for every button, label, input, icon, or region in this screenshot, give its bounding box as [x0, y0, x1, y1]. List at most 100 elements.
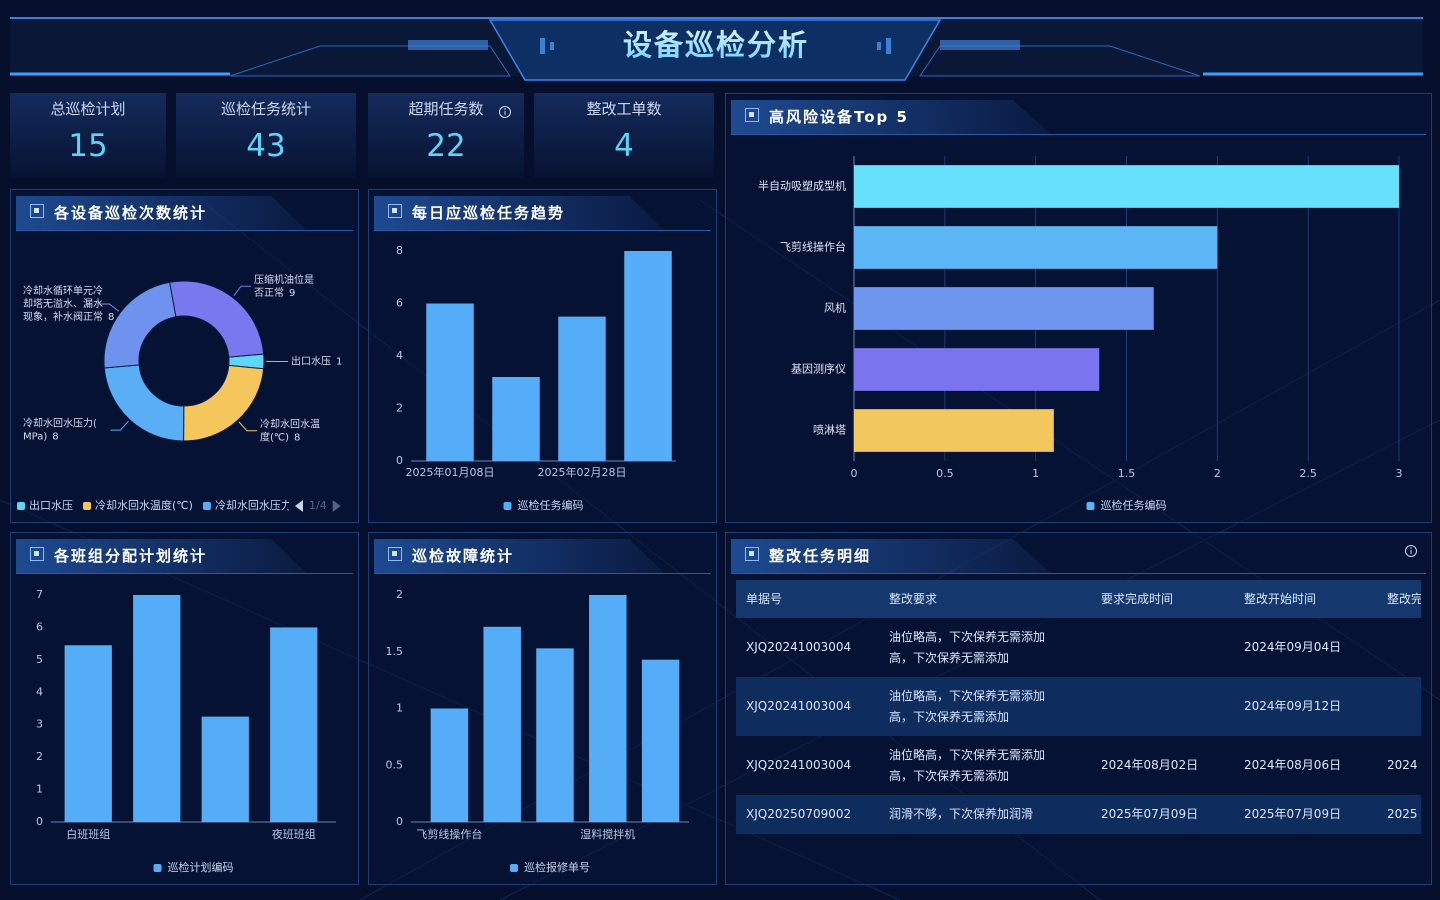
bar	[536, 648, 574, 822]
y-tick-label: 1	[396, 702, 403, 715]
table-cell: 2024年08月06日	[1244, 758, 1342, 772]
slice-label: 冷却水回水压力(MPa)	[23, 417, 97, 443]
column-header: 单据号	[746, 591, 783, 606]
slice-label: 出口水压	[291, 354, 331, 367]
panel-title: 整改任务明细	[769, 547, 872, 565]
x-tick-label: 3	[1396, 467, 1403, 480]
y-tick-label: 2	[396, 402, 403, 415]
info-icon[interactable]	[1404, 544, 1418, 558]
x-tick-label: 0.5	[936, 467, 954, 480]
bar	[641, 659, 680, 822]
table-cell: 2025年07月09日	[1101, 807, 1199, 821]
y-tick-label: 4	[396, 349, 403, 362]
table-cell: 2024年09月04日	[1244, 640, 1342, 654]
y-tick-label: 1.5	[386, 645, 404, 658]
stat-value: 4	[614, 128, 634, 164]
slice-label: 压缩机油位是否正常	[254, 273, 314, 299]
y-tick-label: 1	[36, 783, 43, 796]
panel-title: 各班组分配计划统计	[54, 547, 208, 565]
stat-card: 总巡检计划 15	[10, 93, 166, 178]
bar	[558, 316, 606, 461]
y-tick-label: 8	[396, 244, 403, 257]
panel: 0 2 4 6 8 2025年01月08日 2025年02月28日 巡检任务编码 每日应巡检任…	[368, 189, 717, 523]
panel: 0 0.5 1 1.5 2 2.5 3 半自动吸塑成型机 飞剪线操作台 风机 基因测序仪 喷淋塔 巡检任…	[725, 93, 1432, 523]
table-row[interactable]: XJQ20250709002 润滑不够，下次保养加润滑 2025年07月09日 202…	[736, 795, 1421, 834]
x-tick-label: 2	[1214, 467, 1221, 480]
bar	[854, 226, 1218, 269]
bar	[270, 627, 318, 822]
bar	[624, 251, 672, 461]
bar	[854, 165, 1399, 208]
x-tick-label: 2025年02月28日	[538, 465, 627, 479]
x-tick-label: 白班班组	[66, 827, 110, 841]
y-tick-label: 0.5	[386, 758, 404, 771]
bar	[589, 595, 627, 822]
legend-swatch	[83, 502, 91, 510]
table-cell: 油位略高，下次保养无需添加高，下次保养无需添加	[889, 629, 1046, 665]
leader-line	[233, 285, 252, 297]
bar	[483, 626, 521, 822]
table-cell: 油位略高，下次保养无需添加高，下次保养无需添加	[889, 688, 1046, 724]
stat-card: 巡检任务统计 43	[176, 93, 356, 178]
table-cell: 2025年07月09日	[1244, 807, 1342, 821]
legend-label: 巡检任务编码	[518, 498, 584, 512]
info-icon[interactable]	[498, 105, 512, 119]
y-tick-label: 2	[36, 750, 43, 763]
stat-label: 巡检任务统计	[220, 100, 311, 118]
legend-prev[interactable]	[295, 500, 303, 512]
y-tick-label: 飞剪线操作台	[780, 240, 846, 254]
bar	[492, 377, 540, 461]
table-row[interactable]: XJQ20241003004 油位略高，下次保养无需添加高，下次保养无需添加 202…	[736, 677, 1421, 736]
y-tick-label: 7	[36, 588, 43, 601]
column-header: 整改开始时间	[1244, 591, 1317, 606]
y-tick-label: 半自动吸塑成型机	[758, 179, 846, 193]
slice-value: 8	[52, 432, 58, 443]
x-tick-label: 0	[851, 467, 858, 480]
chart: 0 0.5 1 1.5 2 2.5 3 半自动吸塑成型机飞剪线操作台风机基因测序仪喷淋塔巡检任…	[758, 156, 1403, 512]
x-tick-label: 湿料搅拌机	[580, 827, 635, 841]
y-tick-label: 0	[396, 454, 403, 467]
table-row[interactable]: XJQ20241003004 油位略高，下次保养无需添加高，下次保养无需添加 202…	[736, 736, 1421, 795]
panel-title: 各设备巡检次数统计	[54, 204, 208, 222]
bar	[426, 303, 474, 461]
stat-label: 整改工单数	[586, 100, 662, 118]
legend-swatch	[1086, 502, 1095, 510]
leader-line	[99, 303, 120, 312]
stat-value: 22	[426, 128, 466, 164]
bar	[854, 287, 1154, 330]
x-tick-label: 夜班班组	[272, 827, 316, 841]
legend-label: 巡检计划编码	[168, 860, 234, 874]
slice-label: 冷却水回水温度(℃)	[260, 417, 320, 443]
table-row[interactable]: XJQ20241003004 油位略高，下次保养无需添加高，下次保养无需添加 202…	[736, 618, 1421, 677]
table-cell: 润滑不够，下次保养加润滑	[889, 807, 1034, 821]
legend-page: 1/4	[309, 499, 327, 512]
leader-line	[110, 420, 129, 431]
legend-swatch	[153, 864, 162, 872]
table: 单据号 整改要求 要求完成时间 整改开始时间 整改完成时间 XJQ20241003004 油…	[736, 580, 1421, 840]
x-tick-label: 2025年01月08日	[406, 465, 495, 479]
legend-swatch	[510, 864, 518, 872]
slice-value: 1	[336, 356, 342, 367]
x-tick-label: 2.5	[1299, 467, 1317, 480]
y-tick-label: 6	[36, 620, 43, 633]
slice-value: 8	[294, 432, 300, 443]
leader-line	[238, 421, 257, 432]
legend-swatch	[202, 502, 211, 510]
donut-slice	[183, 364, 265, 442]
stat-card: 整改工单数 4	[534, 93, 714, 178]
panel-title: 每日应巡检任务趋势	[412, 204, 566, 222]
panel: 0 0.5 1 1.5 2 飞剪线操作台 湿料搅拌机 巡检报修单号 巡检故障统计	[368, 532, 717, 885]
legend-label: 冷却水回水压力(MPa)	[215, 499, 323, 512]
table-cell: 2024年09月12日	[1244, 699, 1342, 713]
table-cell: XJQ20250709002	[746, 807, 852, 821]
x-tick-label: 1.5	[1118, 467, 1136, 480]
y-tick-label: 基因测序仪	[791, 362, 846, 376]
legend-label: 巡检任务编码	[1101, 498, 1167, 512]
legend-next[interactable]	[332, 500, 341, 512]
y-tick-label: 喷淋塔	[813, 424, 846, 437]
panel: 出口水压 1 冷却水回水温度(℃) 8 冷却水回水压力(MPa) 8 冷却水循环单元冷却塔无…	[10, 189, 359, 523]
column-header: 整改完成时间	[1387, 591, 1421, 606]
